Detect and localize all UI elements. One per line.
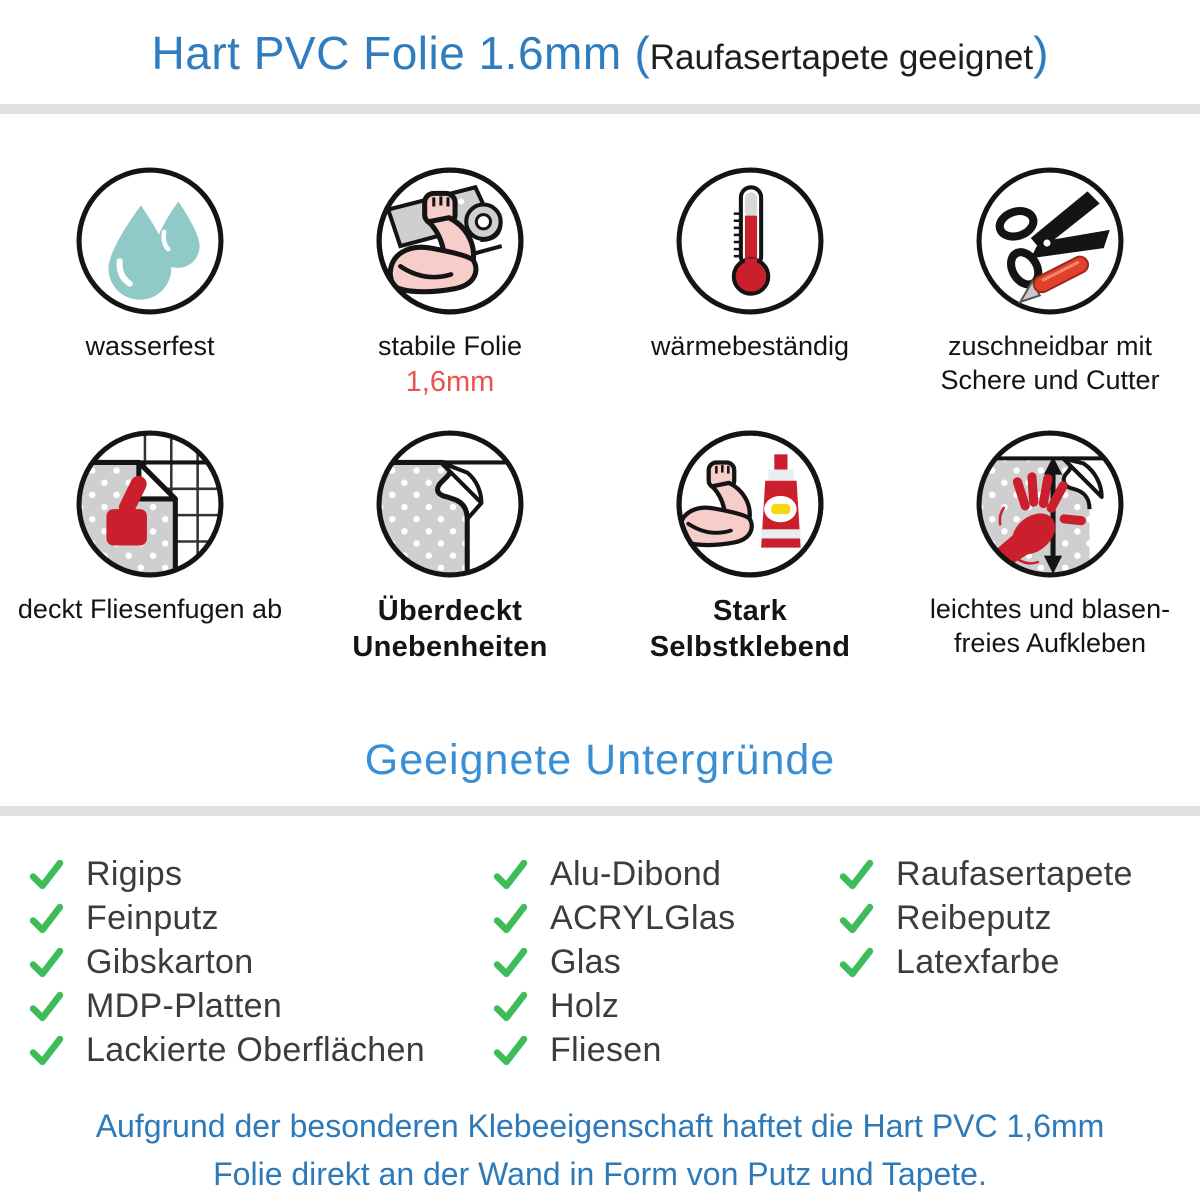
feature-label: leichtes und blasen-freies Aufkleben (929, 594, 1171, 658)
feature-fliesenfugen: deckt Fliesenfugen ab (0, 378, 300, 641)
footnote-line-1: Aufgrund der besonderen Klebeeigenschaft… (95, 1108, 1105, 1144)
feature-selbstklebend: Stark Selbstklebend (600, 378, 900, 663)
feature-thickness-label: 1,6mm (405, 365, 495, 398)
surface-item: Lackierte Oberflächen (28, 1028, 425, 1072)
surface-label: Gibskarton (86, 942, 254, 981)
feature-label: wärmebeständig (650, 331, 850, 361)
tile-grid-thumb-up-icon (76, 430, 224, 578)
surfaces-column-3: Raufasertapete Reibeputz Latexfarbe (838, 852, 1133, 984)
feature-label: zuschneidbar mit Schere und Cutter (940, 331, 1160, 395)
feature-label: stabile Folie (377, 331, 523, 361)
surfaces-heading: Geeignete Untergründe (364, 736, 836, 784)
check-icon (29, 1035, 64, 1065)
check-icon (29, 903, 64, 933)
page-title: Hart PVC Folie 1.6mm (Raufasertapete gee… (0, 26, 1200, 80)
surface-item: Raufasertapete (838, 852, 1133, 896)
surface-item: Fliesen (492, 1028, 735, 1072)
check-icon (29, 947, 64, 977)
divider-bar-bottom (0, 806, 1200, 816)
surface-item: Gibskarton (28, 940, 425, 984)
surface-label: MDP-Platten (86, 986, 283, 1025)
surface-item: Reibeputz (838, 896, 1133, 940)
surface-label: Raufasertapete (896, 854, 1133, 893)
surfaces-column-1: Rigips Feinputz Gibskarton MDP-Platten L… (28, 852, 425, 1072)
surface-label: Fliesen (550, 1030, 662, 1069)
check-icon (29, 859, 64, 889)
check-icon (493, 991, 528, 1021)
scissors-and-cutter-icon (976, 167, 1124, 315)
surface-label: Feinputz (86, 898, 219, 937)
hand-smoothing-foil-icon (976, 430, 1124, 578)
surface-label: Lackierte Oberflächen (86, 1030, 425, 1069)
surface-item: ACRYLGlas (492, 896, 735, 940)
surface-label: Rigips (86, 854, 183, 893)
surfaces-column-2: Alu-Dibond ACRYLGlas Glas Holz Fliesen (492, 852, 735, 1072)
feature-label: Stark Selbstklebend (649, 595, 851, 664)
thermometer-icon (676, 167, 824, 315)
title-paren-open: ( (621, 27, 650, 79)
water-drops-icon (76, 167, 224, 315)
check-icon (493, 947, 528, 977)
surface-item: Alu-Dibond (492, 852, 735, 896)
check-icon (29, 991, 64, 1021)
check-icon (839, 859, 874, 889)
title-main: Hart PVC Folie 1.6mm (151, 27, 622, 79)
feature-grid: wasserfest stabile Folie 1,6mm (0, 115, 1200, 663)
footnote: Aufgrund der besonderen Klebeeigenschaft… (0, 1102, 1200, 1198)
surface-item: Latexfarbe (838, 940, 1133, 984)
feature-label: Überdeckt Unebenheiten (352, 595, 548, 664)
feature-wasserfest: wasserfest (0, 115, 300, 378)
surface-item: Feinputz (28, 896, 425, 940)
feature-label: deckt Fliesenfugen ab (17, 594, 283, 624)
feature-stabile-folie: stabile Folie 1,6mm (300, 115, 600, 398)
surface-item: Glas (492, 940, 735, 984)
surface-label: Latexfarbe (896, 942, 1060, 981)
divider-bar-top (0, 104, 1200, 114)
surface-label: Glas (550, 942, 622, 981)
surface-label: Alu-Dibond (550, 854, 722, 893)
check-icon (493, 903, 528, 933)
surface-item: Holz (492, 984, 735, 1028)
check-icon (839, 903, 874, 933)
feature-aufkleben: leichtes und blasen-freies Aufkleben (900, 378, 1200, 658)
feature-label: wasserfest (85, 331, 215, 361)
feature-ueberdeckt: Überdeckt Unebenheiten (300, 378, 600, 663)
check-icon (839, 947, 874, 977)
surface-label: Reibeputz (896, 898, 1052, 937)
check-icon (493, 859, 528, 889)
muscle-glue-tube-icon (676, 430, 824, 578)
foil-folded-corner-icon (376, 430, 524, 578)
footnote-line-2: Folie direkt an der Wand in Form von Put… (213, 1156, 987, 1192)
title-paren-close: ) (1033, 27, 1049, 79)
surface-item: MDP-Platten (28, 984, 425, 1028)
surface-label: Holz (550, 986, 620, 1025)
feature-waermebestaendig: wärmebeständig (600, 115, 900, 378)
muscle-foil-roll-icon (376, 167, 524, 315)
surface-item: Rigips (28, 852, 425, 896)
check-icon (493, 1035, 528, 1065)
title-subtitle: Raufasertapete geeignet (649, 38, 1034, 77)
feature-zuschneidbar: zuschneidbar mit Schere und Cutter (900, 115, 1200, 395)
surface-label: ACRYLGlas (550, 898, 736, 937)
